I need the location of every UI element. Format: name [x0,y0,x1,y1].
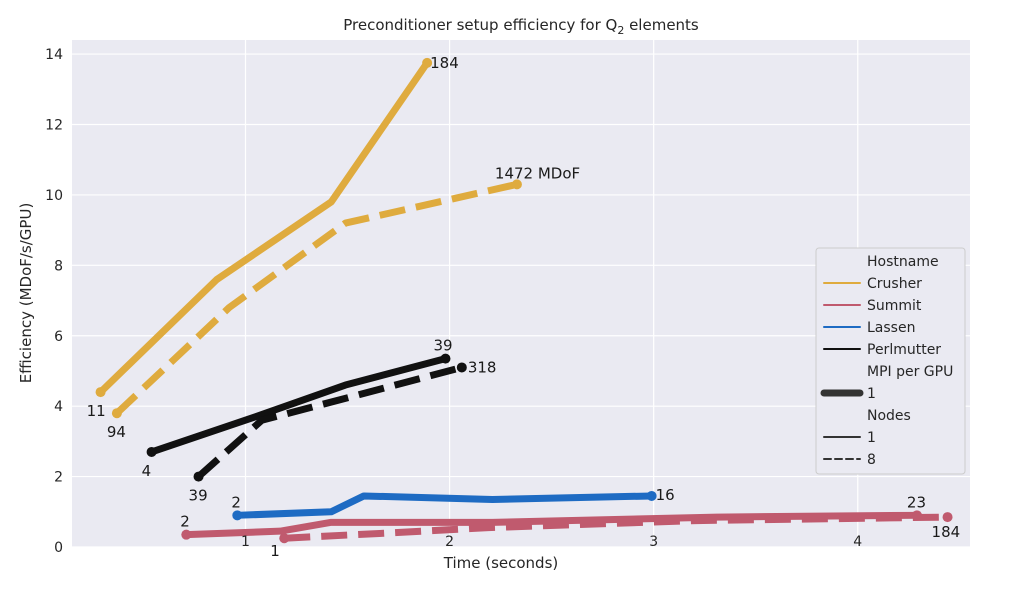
series-crusher-8-nodes-start-label: 94 [107,423,126,441]
series-summit-8-nodes-line [284,513,948,542]
grid [72,40,970,548]
y-tick-label: 2 [54,470,63,486]
x-tick-labels: 1 2 3 4 [241,534,862,550]
series-lassen-1-nodes-start-label: 2 [231,493,241,511]
series-perlmutter-1-nodes-end-point [440,353,451,364]
y-tick-label: 0 [54,540,63,556]
series-lassen-1-nodes-end-point [646,490,657,501]
series-perlmutter-1-nodes-end-label: 39 [433,337,452,355]
x-axis-title: Time (seconds) [443,554,559,572]
series-summit-8-nodes-end-label: 184 [932,523,961,541]
series-perlmutter-1-nodes-line [150,355,447,456]
y-tick-label: 4 [54,399,63,415]
legend-summit-label: Summit [867,298,922,314]
legend-hostname-title: Hostname [867,254,939,270]
series-crusher-8-nodes-end-point [511,179,522,190]
y-tick-label: 6 [54,329,63,345]
y-tick-label: 8 [54,258,63,274]
series-perlmutter-8-nodes-start-label: 39 [189,487,208,505]
legend: Hostname Crusher Summit Lassen Perlmutter MPI… [815,247,966,475]
series-lassen-1-nodes-end-label: 16 [656,486,675,504]
legend-mpi-1-label: 1 [867,386,876,402]
legend-nodes-8-label: 8 [867,452,876,468]
series-crusher-8-nodes-end-label: 1472 MDoF [495,164,580,182]
series-crusher-1-nodes-start-label: 11 [87,402,106,420]
series-summit-1-nodes-start-label: 2 [180,513,190,531]
title-suffix: elements [624,16,699,34]
series-summit-8-nodes-end-point [942,512,953,523]
series-summit-8-nodes-start-label: 1 [270,542,280,560]
series-lines [95,57,953,544]
series-summit-1-nodes-start-point [181,529,192,540]
x-tick-label: 1 [241,534,250,550]
series-perlmutter-1-nodes-start-label: 4 [142,462,152,480]
legend-nodes-1-label: 1 [867,430,876,446]
series-summit-1-nodes-end-label: 23 [907,493,926,511]
y-tick-label: 10 [45,188,63,204]
x-tick-label: 4 [853,534,862,550]
legend-mpi-title: MPI per GPU [867,364,953,380]
series-perlmutter-1-nodes-start-point [146,446,157,457]
legend-nodes-title: Nodes [867,408,911,424]
series-crusher-1-nodes-line [98,60,430,395]
series-crusher-8-nodes-line [114,180,518,416]
y-tick-label: 12 [45,118,63,134]
series-crusher-1-nodes-end-label: 184 [430,54,459,72]
series-lassen-1-nodes-line [237,492,652,519]
x-tick-label: 3 [649,534,658,550]
x-tick-label: 2 [445,534,454,550]
y-tick-label: 14 [45,47,63,63]
chart-title: Preconditioner setup efficiency for Q2 e… [343,16,699,37]
series-crusher-8-nodes-start-point [111,408,122,419]
series-perlmutter-8-nodes-start-point [193,471,204,482]
legend-crusher-label: Crusher [867,276,922,292]
y-axis-title: Efficiency (MDoF/s/GPU) [17,203,35,384]
series-crusher-1-nodes-end-point [422,57,433,68]
title-subscript: 2 [617,24,624,37]
series-perlmutter-8-nodes-end-label: 318 [468,358,497,376]
series-summit-8-nodes-start-point [279,533,290,544]
series-crusher-1-nodes-start-point [95,387,106,398]
legend-lassen-label: Lassen [867,320,915,336]
legend-perlmutter-label: Perlmutter [867,342,941,358]
series-lassen-1-nodes-start-point [232,510,243,521]
series-perlmutter-8-nodes-line [196,364,463,480]
series-perlmutter-8-nodes-end-point [456,362,467,373]
y-tick-labels: 0 2 4 6 8 10 12 14 [45,47,63,556]
